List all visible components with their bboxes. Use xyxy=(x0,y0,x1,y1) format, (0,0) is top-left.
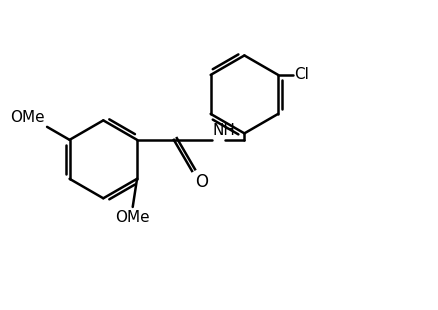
Text: O: O xyxy=(195,173,208,191)
Text: Cl: Cl xyxy=(295,67,310,82)
Text: OMe: OMe xyxy=(10,110,45,125)
Text: NH: NH xyxy=(213,123,236,138)
Text: OMe: OMe xyxy=(115,210,150,225)
